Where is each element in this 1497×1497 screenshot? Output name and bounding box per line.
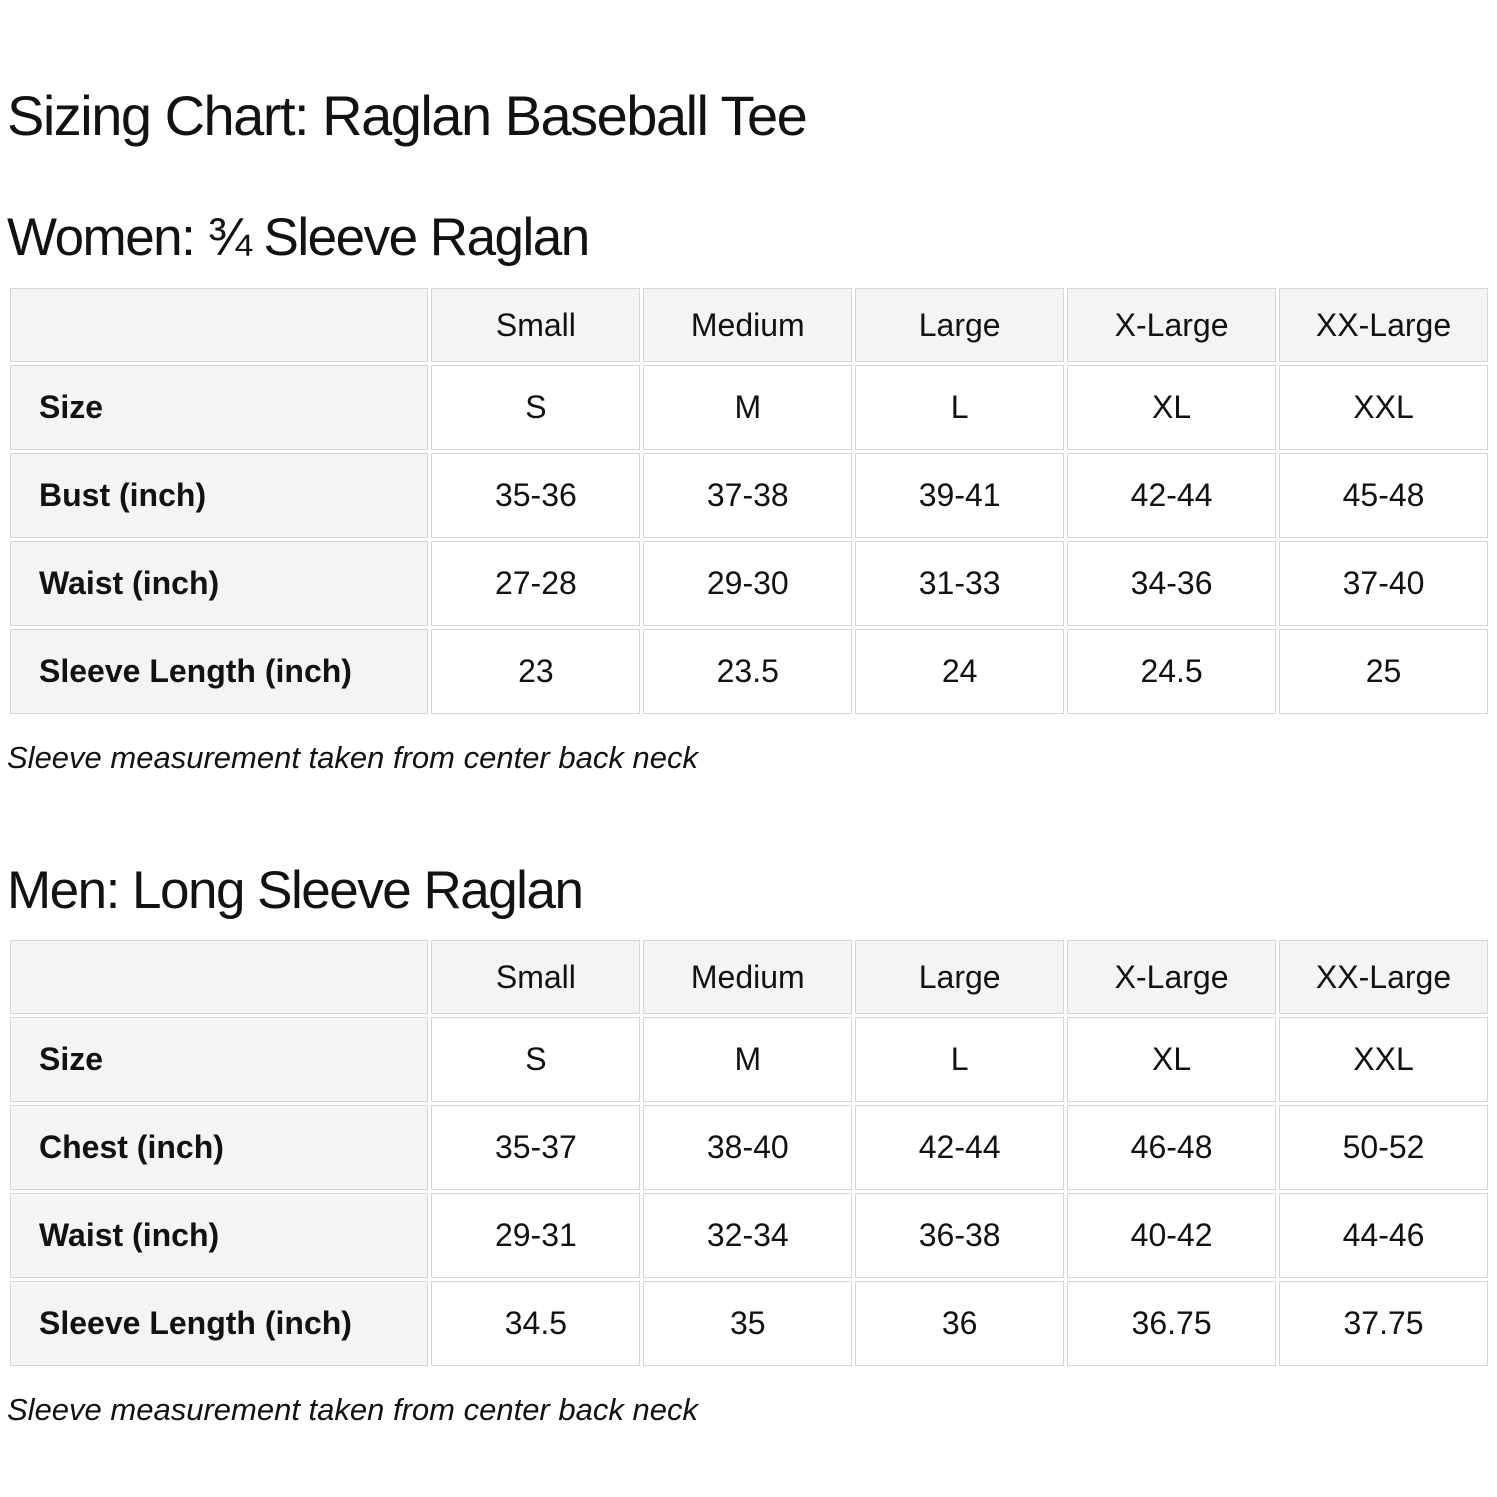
table-cell: 39-41 xyxy=(855,453,1065,539)
table-cell: L xyxy=(855,365,1065,451)
table-cell: 36.75 xyxy=(1067,1281,1277,1367)
corner-cell xyxy=(10,288,429,363)
table-cell: 35-37 xyxy=(431,1105,641,1191)
table-cell: 35 xyxy=(643,1281,853,1367)
men-col-header-medium: Medium xyxy=(643,940,853,1015)
table-cell: 50-52 xyxy=(1279,1105,1488,1191)
women-row-label-size: Size xyxy=(10,365,429,451)
table-cell: 29-31 xyxy=(431,1193,641,1279)
table-row: Chest (inch) 35-37 38-40 42-44 46-48 50-… xyxy=(10,1105,1488,1191)
men-row-label-waist: Waist (inch) xyxy=(10,1193,429,1279)
men-col-header-large: Large xyxy=(855,940,1065,1015)
table-row: Waist (inch) 29-31 32-34 36-38 40-42 44-… xyxy=(10,1193,1488,1279)
table-row: Size S M L XL XXL xyxy=(10,365,1488,451)
table-cell: 42-44 xyxy=(855,1105,1065,1191)
men-sleeve-note: Sleeve measurement taken from center bac… xyxy=(7,1392,698,1428)
women-row-label-sleeve-length: Sleeve Length (inch) xyxy=(10,629,429,715)
table-row: Waist (inch) 27-28 29-30 31-33 34-36 37-… xyxy=(10,541,1488,627)
women-col-header-small: Small xyxy=(431,288,641,363)
table-cell: 36 xyxy=(855,1281,1065,1367)
table-cell: XXL xyxy=(1279,1017,1488,1103)
men-col-header-xlarge: X-Large xyxy=(1067,940,1277,1015)
page-title: Sizing Chart: Raglan Baseball Tee xyxy=(7,84,808,147)
table-cell: XL xyxy=(1067,365,1277,451)
table-cell: 36-38 xyxy=(855,1193,1065,1279)
table-cell: 29-30 xyxy=(643,541,853,627)
table-cell: 34.5 xyxy=(431,1281,641,1367)
table-row: Bust (inch) 35-36 37-38 39-41 42-44 45-4… xyxy=(10,453,1488,539)
table-cell: 38-40 xyxy=(643,1105,853,1191)
table-cell: M xyxy=(643,365,853,451)
table-cell: 32-34 xyxy=(643,1193,853,1279)
women-sleeve-note: Sleeve measurement taken from center bac… xyxy=(7,740,698,776)
women-col-header-medium: Medium xyxy=(643,288,853,363)
section-men: Men: Long Sleeve Raglan Small Medium Lar… xyxy=(7,861,1491,1429)
table-cell: 37-38 xyxy=(643,453,853,539)
table-cell: S xyxy=(431,1017,641,1103)
corner-cell xyxy=(10,940,429,1015)
table-cell: 45-48 xyxy=(1279,453,1488,539)
table-row: Size S M L XL XXL xyxy=(10,1017,1488,1103)
men-section-heading: Men: Long Sleeve Raglan xyxy=(7,860,584,920)
table-cell: L xyxy=(855,1017,1065,1103)
men-size-table: Small Medium Large X-Large XX-Large Size… xyxy=(7,937,1491,1369)
table-cell: XL xyxy=(1067,1017,1277,1103)
table-cell: XXL xyxy=(1279,365,1488,451)
table-cell: 35-36 xyxy=(431,453,641,539)
table-cell: 23 xyxy=(431,629,641,715)
women-row-label-waist: Waist (inch) xyxy=(10,541,429,627)
women-col-header-large: Large xyxy=(855,288,1065,363)
sizing-chart-page: Sizing Chart: Raglan Baseball Tee Women:… xyxy=(7,84,1491,1429)
men-col-header-small: Small xyxy=(431,940,641,1015)
table-cell: 24.5 xyxy=(1067,629,1277,715)
women-col-header-xlarge: X-Large xyxy=(1067,288,1277,363)
table-row: Sleeve Length (inch) 34.5 35 36 36.75 37… xyxy=(10,1281,1488,1367)
table-cell: 46-48 xyxy=(1067,1105,1277,1191)
women-header-row: Small Medium Large X-Large XX-Large xyxy=(10,288,1488,363)
women-row-label-bust: Bust (inch) xyxy=(10,453,429,539)
men-row-label-sleeve-length: Sleeve Length (inch) xyxy=(10,1281,429,1367)
table-cell: 42-44 xyxy=(1067,453,1277,539)
women-col-header-xxlarge: XX-Large xyxy=(1279,288,1488,363)
men-header-row: Small Medium Large X-Large XX-Large xyxy=(10,940,1488,1015)
table-cell: 31-33 xyxy=(855,541,1065,627)
table-cell: 44-46 xyxy=(1279,1193,1488,1279)
table-cell: S xyxy=(431,365,641,451)
table-cell: 23.5 xyxy=(643,629,853,715)
table-cell: 37-40 xyxy=(1279,541,1488,627)
table-cell: 37.75 xyxy=(1279,1281,1488,1367)
section-women: Women: ¾ Sleeve Raglan Small Medium Larg… xyxy=(7,208,1491,776)
men-row-label-chest: Chest (inch) xyxy=(10,1105,429,1191)
table-cell: 27-28 xyxy=(431,541,641,627)
table-cell: 34-36 xyxy=(1067,541,1277,627)
women-size-table: Small Medium Large X-Large XX-Large Size… xyxy=(7,285,1491,717)
men-col-header-xxlarge: XX-Large xyxy=(1279,940,1488,1015)
men-row-label-size: Size xyxy=(10,1017,429,1103)
table-cell: 24 xyxy=(855,629,1065,715)
table-cell: 25 xyxy=(1279,629,1488,715)
women-section-heading: Women: ¾ Sleeve Raglan xyxy=(7,208,590,268)
table-cell: M xyxy=(643,1017,853,1103)
table-row: Sleeve Length (inch) 23 23.5 24 24.5 25 xyxy=(10,629,1488,715)
table-cell: 40-42 xyxy=(1067,1193,1277,1279)
